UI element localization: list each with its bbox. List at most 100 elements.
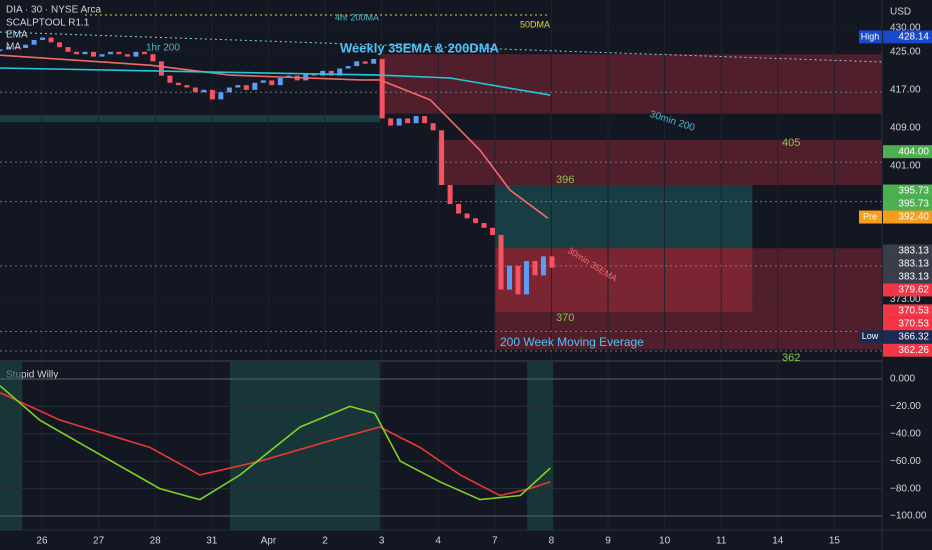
price-tag: High — [861, 31, 880, 41]
candle — [328, 70, 334, 76]
highlight — [527, 362, 554, 530]
y-tick-label: −60.00 — [890, 456, 921, 467]
candle — [422, 116, 428, 124]
y-tick-label: −100.00 — [890, 511, 927, 522]
y-tick-label: 425.00 — [890, 46, 921, 57]
price-label-box — [883, 210, 932, 224]
price-label-box — [883, 270, 932, 284]
price-label: 379.62 — [898, 285, 929, 296]
x-tick-label: 8 — [549, 536, 555, 547]
highlight — [229, 362, 380, 530]
x-tick-label: 28 — [150, 536, 162, 547]
x-tick-label: 11 — [716, 536, 727, 547]
y-tick-label: 373.00 — [890, 294, 921, 305]
x-tick-label: 15 — [829, 536, 841, 547]
y-tick-label: 409.00 — [890, 123, 921, 134]
candle — [354, 61, 360, 67]
slow-line — [0, 391, 551, 497]
candle — [337, 68, 343, 76]
x-tick-label: 27 — [93, 536, 105, 547]
annotation: 4hr 200MA — [335, 12, 379, 22]
candle — [456, 204, 462, 214]
candle — [540, 256, 546, 276]
y-tick-label: 417.00 — [890, 85, 921, 96]
candle — [82, 51, 88, 55]
price-tag: Pre — [863, 211, 877, 221]
zone — [494, 184, 753, 249]
x-tick-label: 26 — [36, 536, 48, 547]
price-label: 404.00 — [898, 146, 929, 157]
candle — [498, 234, 504, 290]
y-tick-label: −40.00 — [890, 428, 921, 439]
candle — [371, 58, 377, 64]
candle — [133, 51, 139, 57]
price-label: 383.13 — [898, 246, 929, 257]
price-label: 395.73 — [898, 186, 929, 197]
candle — [439, 130, 445, 185]
annotation: 405 — [782, 137, 800, 149]
candle — [303, 73, 309, 81]
annotation: 200 Week Moving Everage — [500, 335, 644, 349]
candle — [523, 261, 529, 295]
price-label-box — [883, 184, 932, 198]
x-tick-label: 9 — [605, 536, 611, 547]
candle — [167, 75, 173, 83]
candle — [388, 118, 394, 126]
candle — [413, 116, 419, 124]
candle — [345, 66, 351, 69]
ma-line — [0, 67, 551, 96]
candle — [218, 92, 224, 100]
zone — [0, 115, 380, 123]
candle — [362, 61, 368, 64]
price-label: 383.13 — [898, 259, 929, 270]
candle — [209, 89, 215, 100]
price-label: 395.73 — [898, 199, 929, 210]
candle — [473, 218, 479, 224]
price-label-box — [883, 330, 932, 344]
price-tag-box — [859, 30, 882, 44]
candle — [430, 123, 436, 131]
symbol-title: DIA · 30 · NYSE Arca — [6, 5, 101, 16]
price-label-box — [883, 145, 932, 159]
candle — [252, 82, 258, 90]
candle — [396, 118, 402, 126]
x-tick-label: 7 — [492, 536, 498, 547]
x-tick-label: 14 — [772, 536, 784, 547]
candle — [158, 61, 164, 76]
candle — [31, 39, 37, 45]
candle — [320, 70, 326, 76]
candle — [150, 54, 156, 62]
annotation: 396 — [556, 174, 574, 186]
candle — [269, 80, 275, 86]
x-tick-label: 31 — [206, 536, 218, 547]
candle — [175, 82, 181, 86]
candle — [379, 58, 385, 119]
candle — [65, 47, 71, 52]
x-tick-label: 4 — [435, 536, 441, 547]
price-label: 370.53 — [898, 306, 929, 317]
y-tick-label: −20.00 — [890, 401, 921, 412]
trendline — [0, 31, 883, 63]
candle — [141, 51, 147, 55]
candle — [481, 223, 487, 228]
y-tick-label: −80.00 — [890, 483, 921, 494]
candle — [464, 213, 470, 219]
legend-item: MA — [6, 42, 21, 53]
candle — [91, 51, 97, 57]
currency: USD — [890, 7, 911, 18]
candle — [447, 184, 453, 205]
ema-line — [0, 54, 549, 219]
candle — [23, 44, 29, 49]
x-tick-label: 3 — [379, 536, 385, 547]
candle — [57, 42, 63, 48]
annotation: 362 — [782, 352, 800, 364]
price-label: 392.40 — [898, 212, 929, 223]
candle — [6, 47, 12, 50]
legend-item: EMA — [6, 30, 28, 41]
candle — [99, 54, 105, 57]
annotation: 370 — [556, 312, 574, 324]
price-tag-box — [859, 210, 882, 224]
candle — [405, 118, 411, 124]
price-label: 366.32 — [898, 332, 929, 343]
x-tick-label: 2 — [322, 536, 328, 547]
